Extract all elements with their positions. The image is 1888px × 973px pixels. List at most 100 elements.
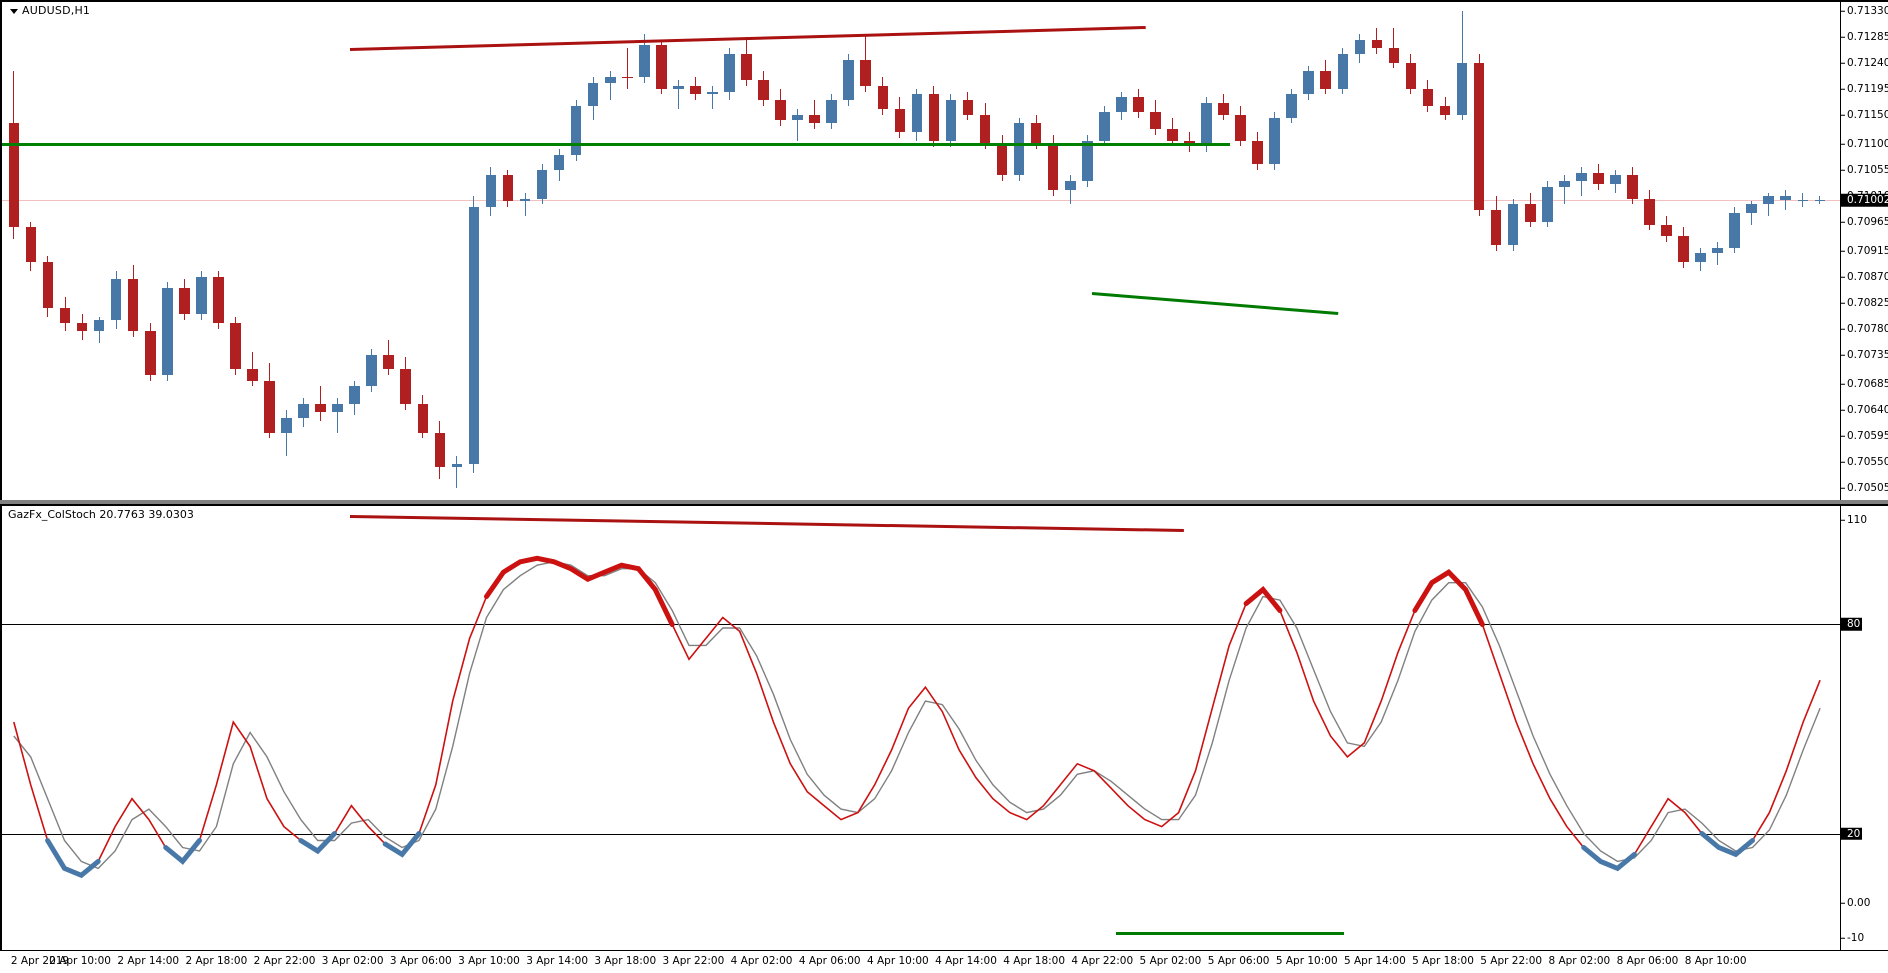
- candle-body: [1678, 236, 1689, 263]
- candlestick: [724, 48, 735, 101]
- oversold-highlight: [163, 838, 202, 865]
- candle-wick: [286, 409, 288, 456]
- time-axis-tick: 4 Apr 10:00: [866, 955, 929, 967]
- candlestick: [1473, 54, 1485, 216]
- time-axis-tick: 8 Apr 06:00: [1616, 955, 1679, 967]
- candle-body: [1337, 54, 1349, 89]
- candle-body: [42, 262, 54, 309]
- candlestick: [179, 279, 190, 320]
- indicator-trendline[interactable]: [1116, 932, 1344, 935]
- candlestick: [1269, 111, 1280, 170]
- candlestick: [1507, 198, 1519, 251]
- time-axis[interactable]: 2 Apr 2019 2 Apr 10:00 2 Apr 14:00 2 Apr 18…: [0, 950, 1888, 973]
- candlestick: [928, 85, 940, 147]
- candle-wick: [1802, 192, 1804, 208]
- candlestick: [161, 282, 173, 381]
- candlestick: [1081, 134, 1093, 187]
- candle-body: [707, 91, 718, 95]
- candlestick: [536, 163, 548, 205]
- price-chart-pane[interactable]: AUDUSD,H1 0.71330 0.71285 0.71240 0.71195 0.…: [0, 0, 1888, 500]
- candlestick: [587, 77, 599, 121]
- candlestick: [400, 357, 412, 410]
- price-axis[interactable]: 0.71330 0.71285 0.71240 0.71195 0.71150 0.711…: [1840, 2, 1888, 500]
- candle-body: [1388, 48, 1400, 63]
- candle-body: [860, 59, 872, 86]
- candlestick: [1013, 117, 1025, 182]
- triangle-down-icon[interactable]: [10, 8, 18, 14]
- candlestick: [127, 265, 139, 338]
- candle-body: [1371, 39, 1383, 49]
- overbought-highlight: [1243, 586, 1283, 613]
- time-axis-tick: 5 Apr 06:00: [1207, 955, 1270, 967]
- candle-body: [1473, 62, 1485, 211]
- candle-body: [877, 85, 889, 109]
- oversold-highlight: [45, 838, 101, 879]
- oversold-highlight: [298, 831, 338, 855]
- candle-body: [161, 288, 173, 375]
- candle-wick: [626, 48, 628, 89]
- candle-body: [673, 85, 684, 89]
- candle-body: [809, 114, 820, 124]
- indicator-level-line: [2, 624, 1842, 626]
- indicator-level-badge: 20: [1841, 827, 1863, 840]
- candle-wick: [524, 192, 526, 216]
- indicator-level-badge: 80: [1841, 618, 1863, 631]
- candle-body: [1013, 123, 1025, 176]
- indicator-label[interactable]: GazFx_ColStoch 20.7763 39.0303: [8, 508, 194, 521]
- candle-wick: [1751, 201, 1753, 225]
- candlestick: [485, 166, 497, 216]
- candle-wick: [677, 80, 679, 109]
- candle-body: [1576, 172, 1587, 182]
- candle-body: [570, 106, 582, 156]
- overbought-highlight: [484, 555, 675, 627]
- candle-body: [179, 288, 190, 315]
- candle-body: [110, 279, 122, 320]
- indicator-trendline[interactable]: [349, 515, 1185, 532]
- candle-body: [1218, 103, 1229, 115]
- candlestick: [1695, 247, 1706, 271]
- candlestick: [144, 322, 156, 381]
- indicator-axis[interactable]: 110 80 20 0.00 -10: [1840, 506, 1888, 950]
- indicator-axis-tick: 0.00: [1841, 898, 1870, 909]
- candle-body: [1269, 117, 1280, 164]
- candle-body: [1524, 204, 1536, 222]
- candle-wick: [337, 397, 339, 433]
- candlestick: [1712, 241, 1723, 265]
- time-axis-tick: 8 Apr 02:00: [1548, 955, 1611, 967]
- symbol-text: AUDUSD,H1: [22, 4, 91, 17]
- candle-wick: [711, 85, 713, 109]
- candle-body: [230, 322, 241, 370]
- candle-body: [1456, 62, 1468, 115]
- candle-body: [8, 123, 20, 228]
- candle-body: [485, 175, 497, 208]
- price-axis-tick: 0.70685: [1841, 378, 1888, 389]
- candle-body: [383, 354, 395, 370]
- candlestick: [1303, 65, 1315, 101]
- candle-body: [1116, 97, 1127, 112]
- candle-body: [213, 276, 224, 323]
- candlestick: [656, 39, 667, 95]
- pane-separator[interactable]: [0, 500, 1888, 504]
- trendline[interactable]: [1091, 292, 1339, 315]
- indicator-pane[interactable]: GazFx_ColStoch 20.7763 39.0303 110 80 20 0.…: [0, 504, 1888, 950]
- candlestick: [332, 397, 343, 433]
- indicator-axis-tick: -10: [1841, 933, 1864, 944]
- candle-body: [315, 403, 326, 413]
- support-line[interactable]: [2, 142, 1230, 146]
- candlestick: [1030, 114, 1042, 150]
- candle-body: [196, 276, 207, 315]
- candlestick: [417, 395, 429, 439]
- candle-body: [1099, 111, 1110, 141]
- candlestick: [809, 100, 820, 130]
- candle-wick: [797, 108, 799, 141]
- candle-body: [724, 54, 735, 92]
- price-plot-area: [2, 2, 1842, 502]
- candle-body: [264, 380, 275, 433]
- candlestick: [1320, 59, 1332, 95]
- candlestick: [1661, 215, 1672, 242]
- candle-body: [127, 279, 139, 332]
- candle-body: [247, 369, 258, 381]
- time-axis-tick: 4 Apr 18:00: [1003, 955, 1066, 967]
- candle-wick: [1717, 241, 1719, 265]
- symbol-label[interactable]: AUDUSD,H1: [10, 4, 90, 17]
